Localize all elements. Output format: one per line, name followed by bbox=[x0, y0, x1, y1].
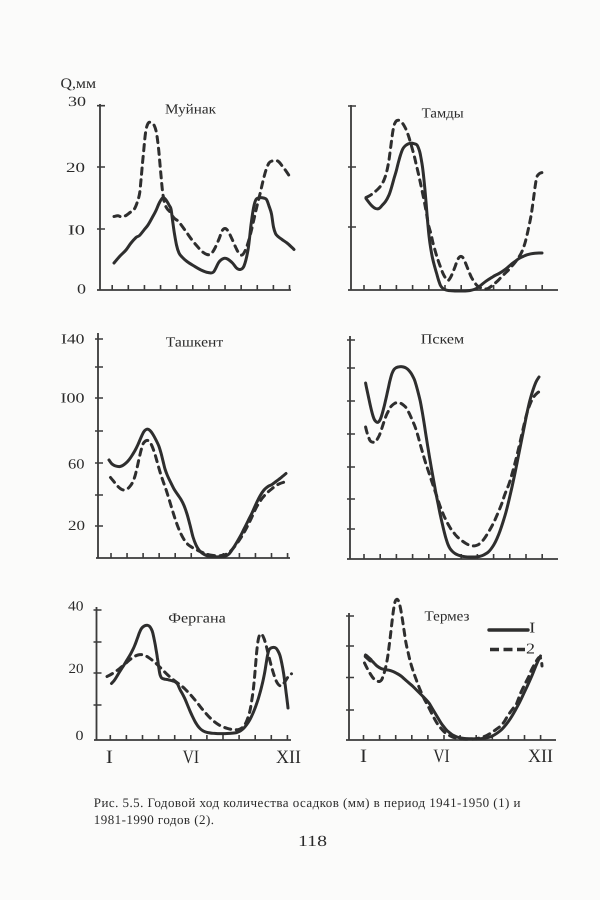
svg-text:40: 40 bbox=[68, 600, 84, 615]
svg-text:XII: XII bbox=[528, 746, 553, 767]
svg-text:I: I bbox=[529, 621, 535, 637]
svg-text:1981-1990 годов (2).: 1981-1990 годов (2). bbox=[94, 812, 215, 827]
svg-text:Муйнак: Муйнак bbox=[165, 103, 216, 118]
svg-text:I: I bbox=[106, 747, 113, 768]
svg-text:I0: I0 bbox=[68, 224, 85, 239]
svg-text:118: 118 bbox=[298, 833, 327, 850]
svg-text:Термез: Термез bbox=[425, 610, 471, 625]
svg-text:VI: VI bbox=[183, 747, 200, 768]
svg-text:Фергана: Фергана bbox=[168, 612, 226, 627]
svg-text:2: 2 bbox=[526, 642, 535, 658]
svg-text:Пскем: Пскем bbox=[421, 333, 465, 348]
svg-text:VI: VI bbox=[433, 746, 450, 767]
svg-text:20: 20 bbox=[66, 161, 85, 176]
svg-text:0: 0 bbox=[76, 729, 84, 744]
svg-text:Рис. 5.5. Годовой ход количест: Рис. 5.5. Годовой ход количества осадков… bbox=[94, 795, 521, 810]
svg-text:60: 60 bbox=[68, 458, 85, 473]
svg-text:Тамды: Тамды bbox=[422, 107, 465, 122]
svg-text:I00: I00 bbox=[61, 392, 85, 407]
svg-text:I40: I40 bbox=[61, 333, 85, 348]
svg-text:20: 20 bbox=[68, 519, 85, 534]
svg-text:XII: XII bbox=[276, 747, 301, 768]
svg-text:0: 0 bbox=[77, 283, 86, 298]
svg-text:20: 20 bbox=[69, 662, 84, 677]
svg-text:30: 30 bbox=[68, 95, 86, 110]
svg-text:Q,мм: Q,мм bbox=[61, 76, 97, 92]
svg-text:Ташкент: Ташкент bbox=[166, 336, 224, 351]
svg-text:I: I bbox=[360, 746, 367, 767]
